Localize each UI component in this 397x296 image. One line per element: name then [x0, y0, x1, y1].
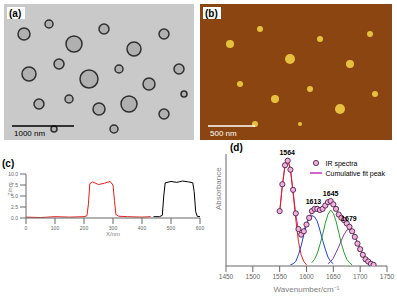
- svg-text:1500: 1500: [246, 273, 261, 280]
- html-text:(d): (d): [230, 142, 243, 153]
- svg-text:1679: 1679: [341, 215, 357, 222]
- svg-text:5.0: 5.0: [11, 192, 18, 199]
- svg-text:1650: 1650: [326, 273, 341, 280]
- html-text:IR spectra: IR spectra: [325, 159, 358, 167]
- svg-text:1613: 1613: [306, 198, 322, 205]
- svg-text:400: 400: [138, 225, 147, 231]
- svg-text:300: 300: [109, 225, 118, 231]
- svg-text:200: 200: [80, 225, 89, 231]
- svg-text:10.0: 10.0: [8, 171, 18, 177]
- svg-text:Wavenumber/cm⁻¹: Wavenumber/cm⁻¹: [274, 285, 340, 294]
- svg-text:(b): (b): [205, 8, 218, 19]
- svg-text:Absorbance: Absorbance: [214, 167, 223, 210]
- svg-text:1645: 1645: [323, 190, 339, 197]
- svg-text:1600: 1600: [299, 273, 314, 280]
- html-text:Cumulative fit peak: Cumulative fit peak: [325, 169, 385, 177]
- svg-text:0.0: 0.0: [11, 215, 18, 221]
- svg-text:1700: 1700: [353, 273, 368, 280]
- svg-text:Z/nm: Z/nm: [7, 182, 13, 196]
- svg-text:(a): (a): [9, 8, 21, 19]
- svg-text:0: 0: [25, 225, 28, 231]
- svg-text:X/nm: X/nm: [106, 231, 120, 236]
- html-text:(c): (c): [2, 158, 15, 169]
- svg-text:1000 nm: 1000 nm: [14, 129, 45, 138]
- svg-text:7.5: 7.5: [11, 181, 18, 188]
- svg-text:1564: 1564: [279, 149, 295, 156]
- svg-text:1750: 1750: [380, 273, 395, 280]
- svg-text:100: 100: [51, 225, 60, 231]
- svg-text:2.5: 2.5: [11, 204, 18, 210]
- svg-text:500: 500: [167, 225, 176, 231]
- svg-text:1550: 1550: [272, 273, 287, 280]
- svg-text:500 nm: 500 nm: [210, 129, 237, 138]
- svg-text:600: 600: [196, 225, 205, 231]
- svg-text:1450: 1450: [219, 273, 234, 280]
